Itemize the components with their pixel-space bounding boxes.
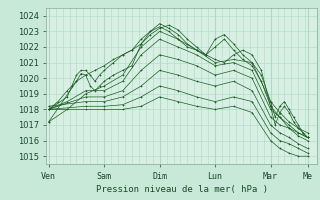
X-axis label: Pression niveau de la mer( hPa ): Pression niveau de la mer( hPa ): [96, 185, 268, 194]
